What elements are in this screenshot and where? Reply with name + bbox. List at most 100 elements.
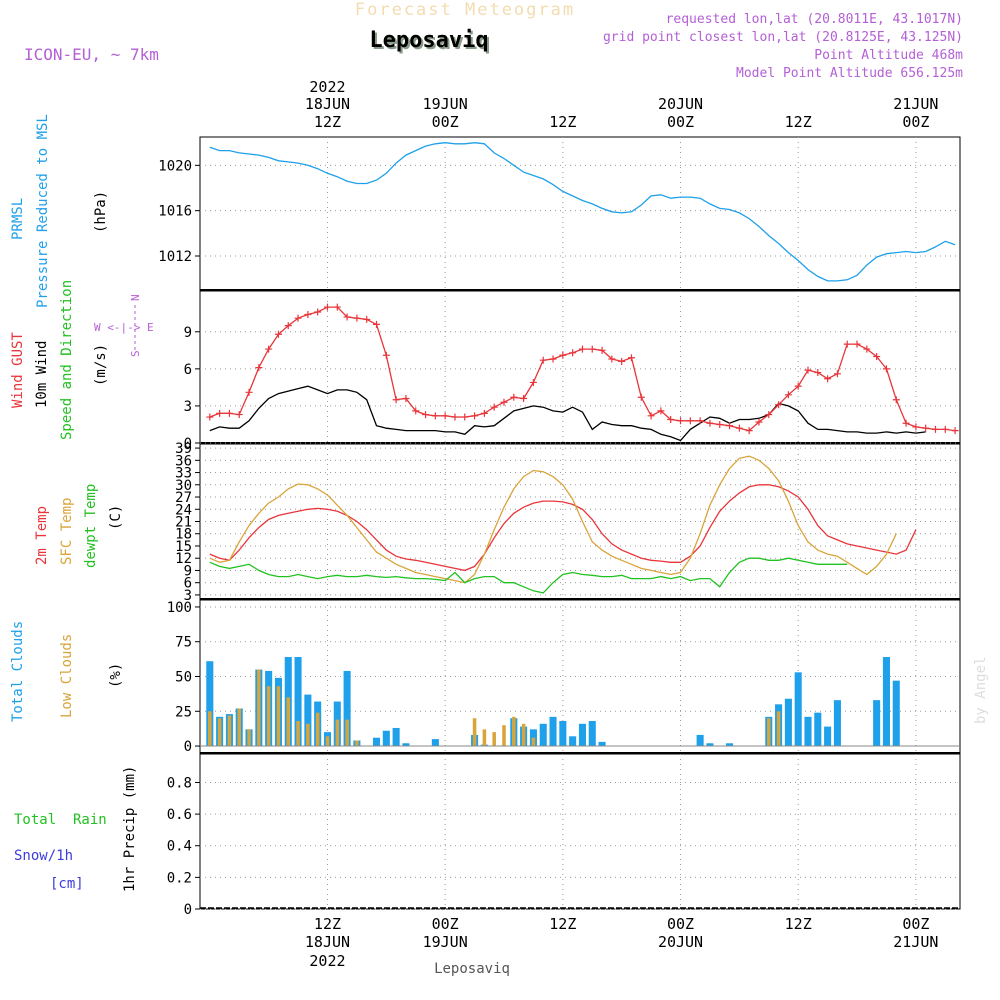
station-name-front: Leposaviq	[369, 28, 488, 53]
total-cloud-bar	[294, 657, 302, 747]
gust-point	[373, 320, 381, 328]
temperature-y-tick-label: 39	[175, 441, 192, 457]
gust-point	[441, 412, 449, 420]
clouds-y-tick-label: 25	[175, 704, 192, 720]
gust-point	[216, 409, 224, 417]
low-cloud-bar	[531, 737, 536, 747]
precip-y-tick-label: 0.8	[167, 775, 192, 791]
total-cloud-bar	[343, 670, 351, 747]
precip-y-tick-label: 0.6	[167, 807, 192, 823]
gust-point	[647, 412, 655, 420]
gust-point	[500, 398, 508, 406]
total-cloud-bar	[892, 680, 900, 747]
bottom-tick-hour: 00Z	[902, 915, 929, 933]
gust-point	[853, 340, 861, 348]
total-cloud-bar	[392, 727, 400, 747]
pressure-y-tick-label: 1016	[158, 204, 192, 220]
total-cloud-bar	[402, 743, 410, 747]
gust-point	[539, 356, 547, 364]
gust-point	[637, 393, 645, 401]
model-label: ICON-EU, ~ 7km	[24, 45, 159, 64]
temperature-y-tick-label: 3	[184, 588, 192, 604]
gust-point	[529, 378, 537, 386]
gust-point	[755, 418, 763, 426]
gust-point	[588, 345, 596, 353]
low-cloud-bar	[482, 729, 487, 747]
gust-point	[608, 355, 616, 363]
total-cloud-bar	[706, 743, 714, 747]
low-cloud-bar	[237, 708, 241, 747]
bottom-tick-hour: 12Z	[549, 915, 576, 933]
bottom-tick-year: 2022	[309, 952, 345, 970]
low-cloud-bar	[335, 719, 340, 747]
gust-point	[843, 340, 851, 348]
gust-point	[520, 395, 528, 403]
total-cloud-bar	[873, 700, 881, 747]
snow-unit: [cm]	[50, 876, 84, 892]
total-cloud-bar	[569, 736, 577, 747]
total-cloud-bar	[578, 723, 586, 747]
grid-point-coords: grid point closest lon,lat (20.8125E, 43…	[603, 30, 963, 45]
low-cloud-bar	[296, 721, 300, 747]
temperature-y-tick-label: 21	[175, 515, 192, 531]
bottom-tick-hour: 00Z	[667, 915, 694, 933]
top-tick-hour: 12Z	[314, 113, 341, 131]
total-cloud-bar	[559, 721, 567, 747]
gust-point	[931, 425, 939, 433]
wind-y-tick-label: 3	[184, 399, 192, 415]
precip-panel	[199, 753, 961, 910]
temperature-y-tick-label: 27	[175, 490, 192, 506]
gust-point	[235, 411, 243, 419]
low-clouds-label: Low Clouds	[59, 634, 75, 718]
temperature-y-tick-label: 15	[175, 539, 192, 555]
compass-s: S	[129, 350, 142, 357]
temperature-y-tick-label: 18	[175, 527, 192, 543]
gust-point	[255, 364, 263, 372]
top-tick-hour: 12Z	[785, 113, 812, 131]
pressure-line	[209, 142, 956, 282]
t2m-label: 2m Temp	[34, 506, 50, 565]
gust-point	[716, 420, 724, 428]
bottom-tick-date: 19JUN	[423, 933, 468, 951]
total-cloud-bar	[882, 657, 890, 747]
snow-label: Snow/1h	[14, 848, 73, 864]
top-tick-hour: 12Z	[549, 113, 576, 131]
total-cloud-bar	[372, 737, 381, 747]
top-tick-hour: 00Z	[432, 113, 459, 131]
top-tick-date: 20JUN	[658, 95, 703, 113]
precip-y-tick-label: 0	[184, 902, 192, 918]
gust-point	[265, 345, 273, 353]
gust-point	[245, 388, 253, 396]
station-name: Leposaviq	[371, 30, 490, 55]
total-cloud-bar	[304, 694, 312, 747]
requested-coords: requested lon,lat (20.8011E, 43.1017N)	[666, 12, 963, 27]
gust-point	[686, 417, 694, 425]
bottom-tick-hour: 12Z	[314, 915, 341, 933]
low-cloud-bar	[217, 718, 222, 747]
gust-point	[657, 407, 665, 415]
top-tick-year: 2022	[309, 78, 345, 96]
grid-lines	[200, 137, 960, 910]
wind10-line	[209, 385, 926, 442]
bottom-tick-date: 20JUN	[658, 933, 703, 951]
bottom-tick-date: 21JUN	[893, 933, 938, 951]
total-cloud-bar	[588, 721, 596, 747]
gust-point	[363, 315, 371, 323]
sfc-label: SFC Temp	[59, 498, 75, 565]
cloud-labels: Total Clouds Low Clouds (%)	[10, 621, 124, 722]
gust-point	[284, 322, 292, 330]
bottom-tick-hour: 00Z	[432, 915, 459, 933]
pressure-panel	[199, 136, 961, 291]
total-cloud-bar	[804, 716, 812, 747]
gust-point	[775, 401, 783, 409]
wind-dir-label: Speed and Direction	[59, 280, 75, 440]
compass-n: N	[129, 294, 142, 301]
precip-y-tick-label: 0.2	[167, 870, 192, 886]
gust-point	[784, 391, 792, 399]
gust-point	[471, 412, 479, 420]
chart-title-watermark: Forecast Meteogram	[355, 0, 575, 20]
low-cloud-bar	[227, 715, 232, 747]
gust-point	[510, 393, 518, 401]
gust-point	[824, 375, 832, 383]
